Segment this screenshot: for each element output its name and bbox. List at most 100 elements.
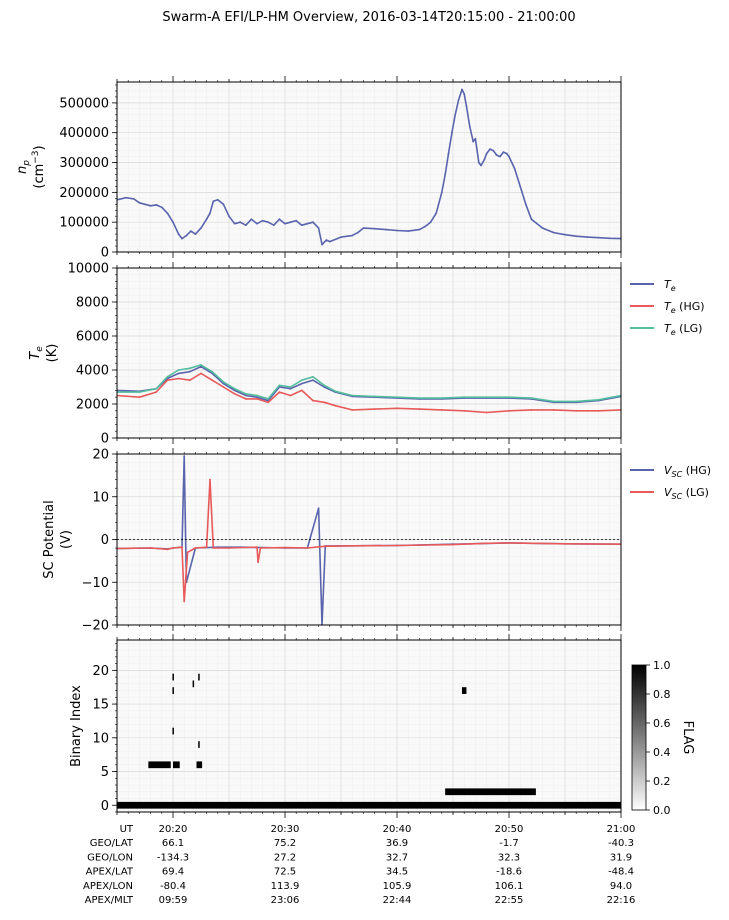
y-tick-label: 10000	[68, 262, 109, 277]
data-point	[608, 237, 611, 240]
data-point	[200, 372, 202, 375]
colorbar	[631, 664, 647, 811]
legend-symbol: V	[664, 486, 673, 499]
data-point	[468, 125, 471, 128]
legend-symbol: T	[664, 300, 672, 313]
data-point	[211, 370, 214, 373]
data-point	[519, 185, 522, 188]
data-point	[373, 227, 376, 230]
table-cell: 09:59	[159, 895, 188, 906]
data-point	[278, 384, 281, 387]
data-point	[575, 409, 578, 412]
y-axis-label: SC Potential	[42, 500, 57, 578]
table-cell: 31.9	[610, 852, 632, 863]
data-point	[181, 237, 183, 240]
data-point	[177, 233, 180, 236]
flag-cell	[173, 761, 180, 769]
data-point	[149, 204, 152, 207]
data-point	[312, 221, 314, 224]
legend-suffix: (HG)	[682, 464, 711, 477]
data-point	[492, 149, 495, 152]
y-axis-unit: (cm−3)	[31, 145, 47, 188]
table-cell: -1.7	[499, 838, 519, 849]
y-label-symbol: n	[15, 166, 30, 174]
data-point	[396, 544, 398, 547]
data-point	[222, 386, 225, 388]
data-point	[138, 396, 141, 399]
data-point	[183, 600, 186, 603]
table-cell: 20:50	[495, 824, 524, 835]
data-point	[257, 561, 260, 564]
legend-label: Te (LG)	[664, 322, 702, 337]
data-point	[463, 93, 466, 95]
data-point	[233, 387, 236, 390]
data-point	[323, 386, 326, 388]
data-point	[160, 206, 163, 209]
legend-label: Te	[664, 278, 676, 293]
data-point	[200, 364, 202, 366]
y-axis-label: Binary Index	[69, 685, 84, 767]
y-tick-label: 10	[92, 490, 109, 505]
data-point	[418, 228, 421, 231]
y-label-symbol: T	[28, 351, 43, 360]
data-point	[524, 203, 527, 206]
panel-background	[117, 82, 621, 252]
data-point	[513, 167, 516, 170]
table-cell: 27.2	[274, 852, 296, 863]
table-row-label: APEX/LON	[83, 881, 133, 892]
data-point	[477, 161, 480, 164]
panel-background	[117, 640, 621, 812]
data-point	[244, 392, 247, 395]
colorbar-tick-label: 0.0	[653, 804, 671, 817]
data-point	[216, 198, 219, 201]
y-label-unit: (cm	[32, 164, 47, 189]
data-point	[256, 396, 258, 399]
y-label-subscript: e	[35, 346, 45, 352]
table-cell: 20:20	[159, 824, 188, 835]
data-point	[188, 370, 191, 373]
data-point	[144, 203, 146, 206]
y-tick-label: 5	[101, 765, 109, 780]
data-point	[362, 227, 365, 230]
data-point	[312, 379, 314, 382]
data-point	[177, 377, 180, 380]
data-point	[312, 399, 314, 402]
y-tick-label: 0	[101, 799, 109, 814]
data-point	[149, 547, 152, 549]
data-point	[233, 392, 236, 395]
data-point	[356, 231, 359, 234]
data-point	[334, 404, 337, 407]
data-point	[435, 212, 438, 215]
y-tick-label: 300000	[59, 156, 109, 171]
data-point	[209, 478, 211, 481]
data-point	[508, 409, 510, 412]
table-row-label: APEX/MLT	[85, 895, 134, 906]
colorbar-tick-label: 1.0	[653, 659, 671, 672]
flag-cell	[198, 673, 200, 681]
data-point	[597, 236, 600, 239]
legend-suffix: (HG)	[676, 300, 705, 313]
data-point	[321, 243, 323, 246]
table-cell: 22:44	[383, 895, 412, 906]
data-point	[334, 390, 337, 393]
data-point	[597, 409, 600, 412]
data-point	[312, 375, 314, 378]
data-point	[552, 400, 555, 403]
data-point	[239, 221, 242, 224]
x-axis-table: UT GEO/LAT GEO/LON APEX/LAT APEX/LON APEX/MLT…	[83, 824, 635, 906]
data-point	[228, 547, 230, 549]
colorbar-tick-label: 0.6	[653, 717, 671, 730]
data-point	[505, 152, 508, 155]
table-cell: 106.1	[495, 881, 524, 892]
data-point	[300, 382, 303, 385]
y-tick-label: −20	[82, 619, 109, 634]
data-point	[452, 543, 454, 546]
flag-cell	[117, 801, 621, 809]
y-tick-label: 2000	[76, 398, 109, 413]
table-cell: 69.4	[162, 867, 184, 878]
data-point	[440, 191, 443, 194]
data-point	[138, 391, 141, 393]
data-point	[138, 201, 141, 204]
